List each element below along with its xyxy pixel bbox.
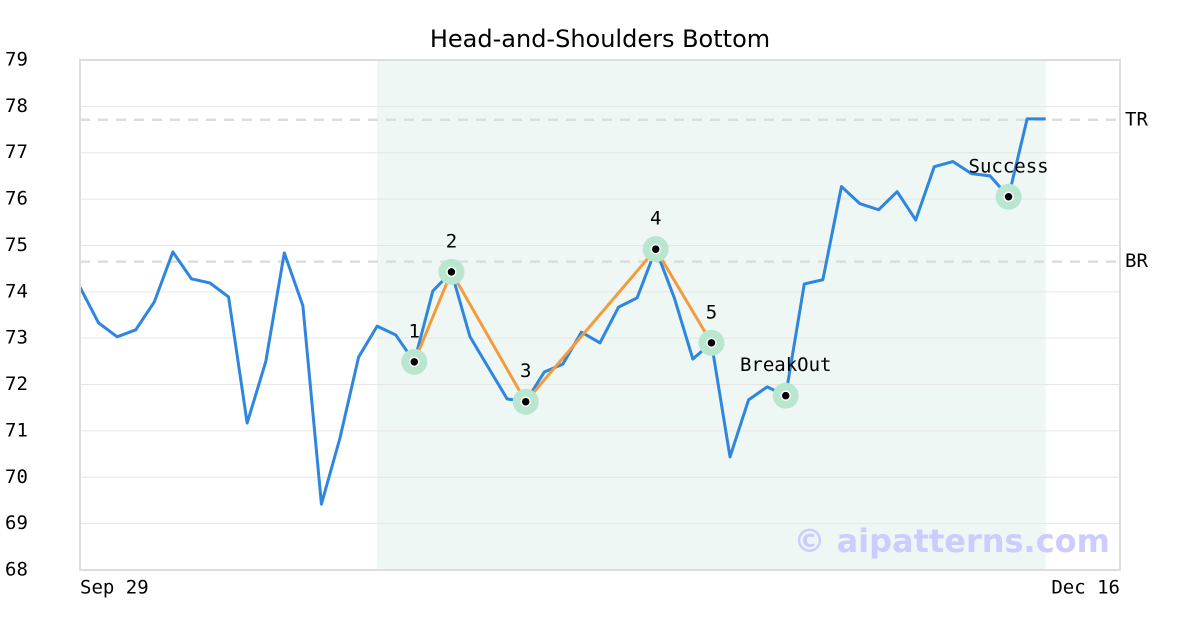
point-dot <box>706 337 717 349</box>
y-tick-label: 74 <box>5 280 28 302</box>
x-tick-label: Sep 29 <box>80 577 149 599</box>
y-tick-label: 77 <box>5 141 28 163</box>
y-tick-label: 75 <box>5 234 28 256</box>
price-line <box>78 117 1046 506</box>
level-label: BR <box>1125 250 1148 272</box>
point-dot <box>409 356 420 368</box>
highlight-region <box>377 60 1046 570</box>
chart-title: Head-and-Shoulders Bottom <box>430 25 770 53</box>
point-label: Success <box>969 155 1049 177</box>
point-label: BreakOut <box>740 354 832 376</box>
point-label: 5 <box>706 301 717 323</box>
watermark: © aipatterns.com <box>793 522 1110 560</box>
y-tick-label: 79 <box>5 49 28 71</box>
y-tick-label: 76 <box>5 188 28 210</box>
point-label: 1 <box>409 320 420 342</box>
x-tick-label: Dec 16 <box>1051 577 1120 599</box>
y-tick-label: 71 <box>5 419 28 441</box>
y-tick-label: 78 <box>5 95 28 117</box>
y-tick-label: 68 <box>5 559 28 581</box>
point-dot <box>1003 191 1014 203</box>
point-label: 3 <box>520 360 531 382</box>
point-dot <box>520 396 531 407</box>
level-label: TR <box>1125 108 1148 130</box>
y-tick-label: 72 <box>5 373 28 395</box>
point-label: 4 <box>650 208 661 230</box>
point-dot <box>650 243 661 255</box>
point-dot <box>780 390 791 401</box>
y-tick-label: 69 <box>5 512 28 534</box>
y-tick-label: 70 <box>5 466 28 488</box>
plot-frame <box>79 59 1121 571</box>
point-label: 2 <box>446 230 457 252</box>
y-tick-label: 73 <box>5 327 28 349</box>
point-dot <box>446 266 457 278</box>
